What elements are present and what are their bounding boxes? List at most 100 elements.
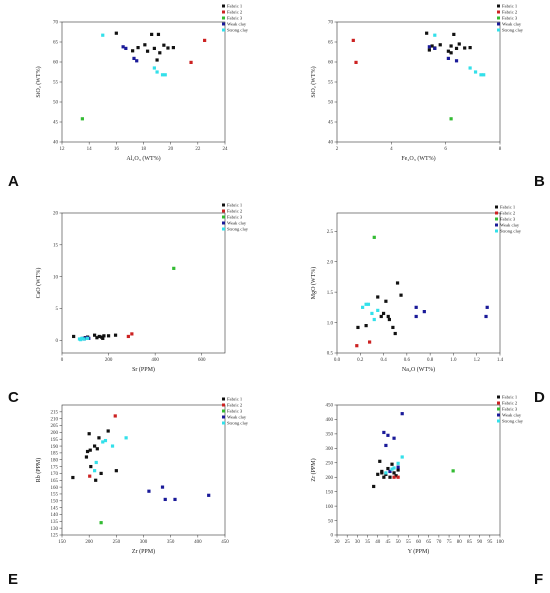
data-point [364,302,368,306]
data-point [382,430,386,435]
y-axis-label: SiO₂ (WT%) [310,66,317,97]
data-point [400,412,404,416]
data-point [135,59,139,63]
data-point [468,66,472,70]
data-point [132,56,136,60]
legend-swatch [497,28,500,32]
panel-letter-e: E [8,571,19,588]
plot-frame [61,21,226,143]
y-tick-label: 0 [331,534,334,539]
data-point [124,46,128,50]
chart-a-sio2-vs-al2o3: 12 14 16 18 20 22 24 40 45 50 55 60 65 70 Al₂O₃ (WT%) S… [35,4,249,163]
y-tick-label: 300 [326,447,334,452]
legend-swatch [222,22,225,26]
y-tick-label: 50 [328,101,334,106]
x-tick-label: 60 [416,540,422,545]
data-point [356,325,360,330]
legend-entry: Strong clay [502,28,524,33]
data-point [71,475,75,480]
data-point [85,449,90,454]
data-point [479,73,483,77]
data-point [152,46,156,50]
data-point [131,49,135,53]
data-point [86,336,90,340]
data-point [484,314,488,319]
data-point [351,38,355,42]
x-tick-label: 300 [140,540,148,545]
legend-swatch [497,407,500,411]
y-tick-label: 45 [53,121,59,126]
x-tick-label: 55 [406,540,412,545]
x-tick-label: 20 [335,540,341,545]
data-point [79,338,83,342]
y-tick-label: 40 [53,141,59,146]
data-point [438,43,442,47]
x-axis-label: Zr (PPM) [132,548,155,555]
x-axis-label: Na₂O (WT%) [402,366,435,373]
data-point [121,45,125,49]
x-tick-label: 200 [85,540,93,545]
legend-swatch [495,205,498,209]
data-point [364,324,368,328]
data-point [414,314,418,319]
x-tick-label: 400 [194,540,202,545]
y-axis-label: MgO (WT%) [310,267,317,300]
legend-swatch [497,419,500,423]
x-tick-label: 22 [195,147,201,152]
chart-b-sio2-vs-fe2o3: 2 4 6 8 40 45 50 55 60 65 70 Fe₂O₃ (WT%) SiO₂ (WT%) F… [310,4,524,163]
x-axis-label: Y (PPM) [408,548,430,555]
data-point [457,42,461,46]
x-tick-label: 450 [221,540,229,545]
data-point [163,497,167,502]
data-point [451,469,455,473]
data-point [381,311,386,316]
x-tick-label: 50 [396,540,402,545]
data-point [361,305,365,309]
data-point [382,475,386,479]
chart-d-mgo-vs-na2o: 0.0 0.2 0.4 0.6 0.8 1.0 1.2 1.4 0.5 1.0 1.5 2.0 2.5 N… [310,205,522,374]
x-tick-label: 100 [496,540,504,545]
x-tick-label: 1.0 [450,358,457,363]
x-tick-label: 0.2 [357,358,364,363]
data-point [156,32,161,36]
data-point [114,469,118,473]
x-tick-label: 12 [60,147,66,152]
y-tick-label: 175 [51,465,59,470]
y-tick-label: 140 [51,513,59,518]
data-point [102,334,106,338]
data-point [390,467,394,471]
y-tick-label: 65 [328,41,334,46]
data-point [155,70,159,74]
data-point [394,474,398,478]
data-point [88,448,92,452]
x-tick-label: 35 [365,540,371,545]
y-tick-label: 60 [328,61,334,66]
data-point [82,337,86,341]
y-tick-label: 70 [328,21,334,26]
legend-entry: Strong clay [227,421,249,426]
legend-swatch [222,10,225,14]
data-point [150,32,154,36]
plot-frame [61,404,226,536]
legend-entry: Strong clay [227,227,249,232]
y-tick-label: 130 [51,527,59,532]
x-tick-label: 20 [168,147,174,152]
legend-entry: Fabric 2 [227,403,243,408]
legend-swatch [495,211,498,215]
y-axis-label: CaO (WT%) [35,268,42,299]
legend-entry: Strong clay [500,229,522,234]
y-tick-label: 450 [326,404,334,409]
legend-entry: Strong clay [502,419,524,424]
y-tick-label: 210 [51,417,59,422]
y-tick-label: 180 [51,458,59,463]
data-point [396,461,400,465]
legend-entry: Fabric 3 [227,215,243,220]
data-point [368,340,372,344]
y-tick-label: 190 [51,445,59,450]
x-tick-label: 25 [345,540,351,545]
y-tick-label: 350 [326,433,334,438]
y-tick-label: 145 [51,506,59,511]
data-point [482,73,486,77]
plot-frame [336,404,501,536]
data-point [189,60,193,64]
